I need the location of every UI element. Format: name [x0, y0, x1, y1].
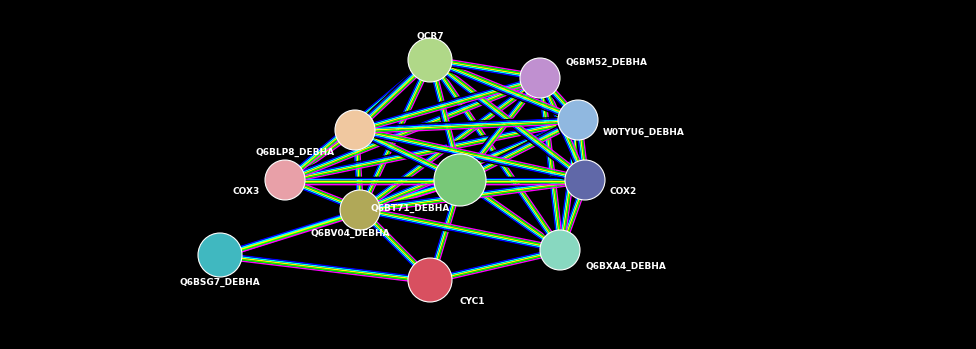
- Circle shape: [265, 160, 305, 200]
- Circle shape: [558, 100, 598, 140]
- Circle shape: [335, 110, 375, 150]
- Text: QCR7: QCR7: [416, 31, 444, 40]
- Circle shape: [408, 258, 452, 302]
- Text: Q6BT71_DEBHA: Q6BT71_DEBHA: [371, 203, 450, 213]
- Text: CYC1: CYC1: [460, 297, 485, 306]
- Circle shape: [540, 230, 580, 270]
- Text: Q6BSG7_DEBHA: Q6BSG7_DEBHA: [180, 277, 261, 287]
- Circle shape: [408, 38, 452, 82]
- Text: Q6BV04_DEBHA: Q6BV04_DEBHA: [310, 229, 389, 238]
- Text: Q6BXA4_DEBHA: Q6BXA4_DEBHA: [585, 261, 666, 270]
- Circle shape: [520, 58, 560, 98]
- Circle shape: [434, 154, 486, 206]
- Circle shape: [198, 233, 242, 277]
- Text: COX2: COX2: [610, 187, 637, 196]
- Text: Q6BM52_DEBHA: Q6BM52_DEBHA: [565, 58, 647, 67]
- Text: COX3: COX3: [232, 187, 260, 196]
- Text: W0TYU6_DEBHA: W0TYU6_DEBHA: [603, 127, 685, 136]
- Circle shape: [340, 190, 380, 230]
- Text: Q6BLP8_DEBHA: Q6BLP8_DEBHA: [256, 147, 335, 157]
- Circle shape: [565, 160, 605, 200]
